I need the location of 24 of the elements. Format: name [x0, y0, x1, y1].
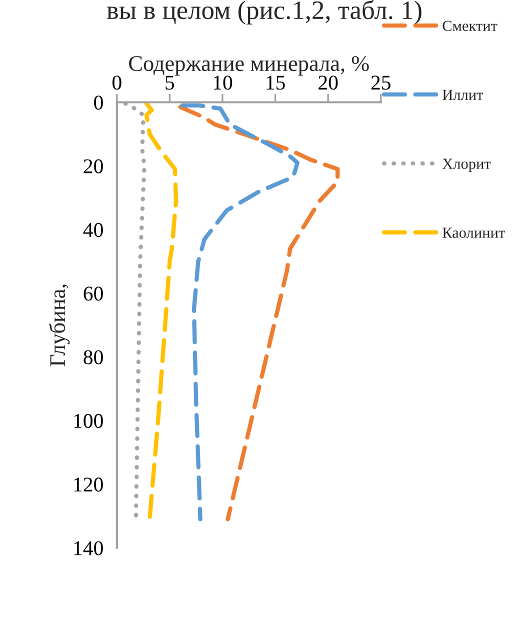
- legend-label: Смектит: [442, 20, 498, 32]
- line-series: [144, 102, 178, 522]
- y-tick-label: 60: [84, 286, 103, 301]
- x-tick-label: 5: [166, 76, 174, 90]
- x-tick-label: 20: [318, 76, 338, 90]
- y-tick-label: 80: [84, 350, 103, 364]
- y-tick-label: 120: [74, 478, 103, 492]
- y-tick-label: 100: [74, 414, 103, 428]
- legend-label: Иллит: [442, 90, 484, 100]
- legend-label: Каолинит: [442, 228, 505, 238]
- legend-label: Хлорит: [442, 158, 491, 172]
- line-series: [180, 103, 300, 522]
- y-tick-label: 140: [74, 541, 103, 556]
- line-series: [178, 104, 340, 522]
- x-axis-title: Содержание минерала, %: [129, 56, 369, 76]
- y-tick-label: 0: [94, 96, 103, 110]
- x-tick-label: 25: [371, 76, 390, 90]
- y-axis-title: Глубина,: [48, 284, 70, 366]
- text: вы в целом (рис.1,2, табл. 1): [106, 0, 422, 25]
- y-tick-label: 40: [83, 222, 103, 237]
- x-tick-label: 15: [266, 76, 285, 90]
- y-tick-label: 20: [84, 159, 103, 174]
- x-tick-label: 10: [214, 76, 232, 90]
- x-tick-label: 0: [112, 76, 122, 90]
